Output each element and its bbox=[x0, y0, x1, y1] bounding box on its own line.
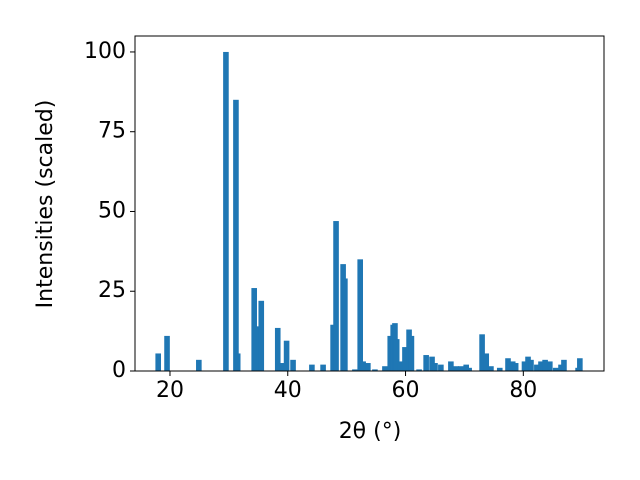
y-axis-label: Intensities (scaled) bbox=[33, 100, 58, 309]
bar bbox=[432, 363, 438, 371]
bar bbox=[274, 327, 281, 371]
bar bbox=[505, 358, 511, 371]
bar bbox=[547, 361, 553, 371]
bar bbox=[479, 334, 485, 371]
bar bbox=[552, 367, 559, 371]
bar bbox=[534, 364, 540, 371]
bar bbox=[577, 358, 583, 371]
bar bbox=[333, 221, 339, 371]
bar bbox=[512, 363, 519, 371]
bar bbox=[561, 359, 567, 371]
bar bbox=[402, 347, 408, 371]
bar bbox=[397, 361, 404, 371]
bar bbox=[429, 356, 435, 371]
bar bbox=[330, 324, 336, 371]
bar bbox=[372, 369, 378, 371]
bar bbox=[360, 361, 366, 371]
bar bbox=[466, 367, 472, 371]
bar bbox=[463, 364, 469, 371]
bar bbox=[290, 359, 296, 371]
bar bbox=[542, 359, 548, 371]
bar bbox=[528, 359, 534, 371]
bar bbox=[382, 366, 388, 371]
bar bbox=[448, 361, 454, 371]
bar bbox=[509, 361, 516, 371]
y-tick-label: 25 bbox=[98, 278, 126, 303]
bar bbox=[342, 278, 348, 371]
bar bbox=[521, 361, 528, 371]
bar bbox=[365, 363, 371, 371]
bar bbox=[453, 366, 459, 371]
bar bbox=[496, 367, 503, 371]
bar bbox=[423, 355, 429, 371]
bar bbox=[408, 335, 415, 371]
y-tick-label: 50 bbox=[98, 198, 126, 223]
bar bbox=[538, 361, 544, 371]
bar bbox=[233, 99, 239, 372]
bar bbox=[320, 364, 326, 371]
x-axis-label: 2θ (°) bbox=[339, 419, 402, 444]
bar bbox=[283, 340, 290, 371]
bar bbox=[387, 335, 394, 371]
bar bbox=[223, 51, 229, 371]
bar bbox=[558, 364, 564, 371]
bar bbox=[279, 363, 285, 371]
y-tick-label: 75 bbox=[98, 119, 126, 144]
x-tick-label: 80 bbox=[509, 378, 537, 403]
bar bbox=[416, 369, 422, 371]
bar bbox=[309, 364, 315, 371]
x-tick-label: 20 bbox=[156, 378, 184, 403]
x-tick-label: 40 bbox=[274, 378, 302, 403]
bar bbox=[393, 339, 400, 371]
bar bbox=[525, 356, 531, 371]
bar bbox=[155, 353, 162, 371]
bar bbox=[483, 353, 490, 371]
bar bbox=[458, 366, 464, 371]
bar bbox=[357, 259, 363, 371]
bar bbox=[234, 353, 241, 371]
plot-frame bbox=[134, 35, 605, 372]
bar bbox=[251, 288, 257, 371]
bar bbox=[258, 300, 265, 371]
bar bbox=[488, 366, 494, 371]
bar bbox=[196, 359, 202, 371]
bar bbox=[438, 364, 444, 371]
y-tick-label: 100 bbox=[84, 39, 126, 64]
bar bbox=[164, 335, 170, 371]
x-tick-label: 60 bbox=[392, 378, 420, 403]
y-tick-label: 0 bbox=[112, 358, 126, 383]
bar bbox=[352, 369, 358, 371]
